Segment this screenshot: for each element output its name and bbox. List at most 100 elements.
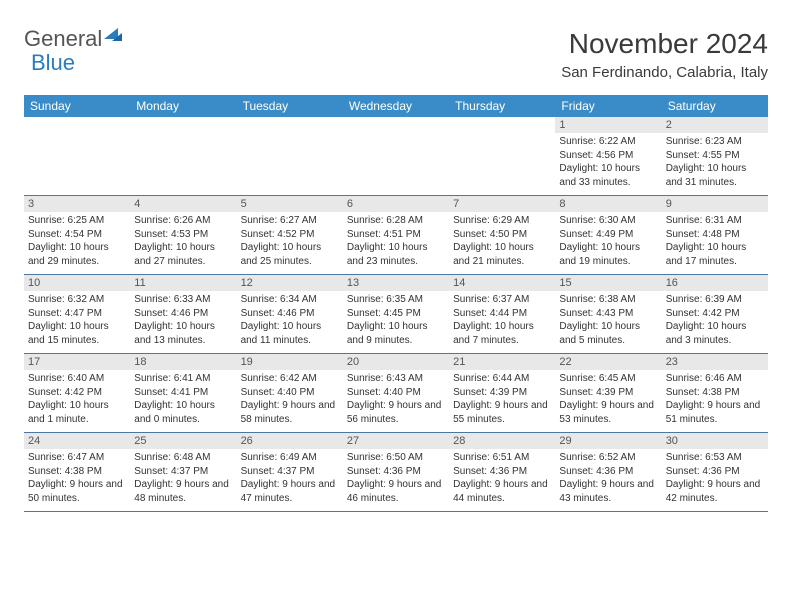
day-details: Sunrise: 6:32 AMSunset: 4:47 PMDaylight:… xyxy=(24,291,130,353)
day-cell: 10Sunrise: 6:32 AMSunset: 4:47 PMDayligh… xyxy=(24,275,130,354)
empty-cell xyxy=(449,117,555,196)
weekday-saturday: Saturday xyxy=(662,95,768,117)
day-cell: 8Sunrise: 6:30 AMSunset: 4:49 PMDaylight… xyxy=(555,196,661,275)
day-cell: 1Sunrise: 6:22 AMSunset: 4:56 PMDaylight… xyxy=(555,117,661,196)
day-details: Sunrise: 6:49 AMSunset: 4:37 PMDaylight:… xyxy=(237,449,343,511)
day-details: Sunrise: 6:40 AMSunset: 4:42 PMDaylight:… xyxy=(24,370,130,432)
logo-text-1: General xyxy=(24,28,102,50)
day-cell: 12Sunrise: 6:34 AMSunset: 4:46 PMDayligh… xyxy=(237,275,343,354)
day-number: 3 xyxy=(24,196,130,212)
location-text: San Ferdinando, Calabria, Italy xyxy=(561,64,768,81)
day-cell: 5Sunrise: 6:27 AMSunset: 4:52 PMDaylight… xyxy=(237,196,343,275)
day-details: Sunrise: 6:52 AMSunset: 4:36 PMDaylight:… xyxy=(555,449,661,511)
day-number: 17 xyxy=(24,354,130,370)
day-cell: 29Sunrise: 6:52 AMSunset: 4:36 PMDayligh… xyxy=(555,433,661,512)
empty-cell xyxy=(343,117,449,196)
weekday-thursday: Thursday xyxy=(449,95,555,117)
day-cell: 14Sunrise: 6:37 AMSunset: 4:44 PMDayligh… xyxy=(449,275,555,354)
day-cell: 17Sunrise: 6:40 AMSunset: 4:42 PMDayligh… xyxy=(24,354,130,433)
day-number: 14 xyxy=(449,275,555,291)
weekday-sunday: Sunday xyxy=(24,95,130,117)
day-cell: 18Sunrise: 6:41 AMSunset: 4:41 PMDayligh… xyxy=(130,354,236,433)
weekday-tuesday: Tuesday xyxy=(237,95,343,117)
day-details: Sunrise: 6:28 AMSunset: 4:51 PMDaylight:… xyxy=(343,212,449,274)
day-cell: 28Sunrise: 6:51 AMSunset: 4:36 PMDayligh… xyxy=(449,433,555,512)
day-cell: 7Sunrise: 6:29 AMSunset: 4:50 PMDaylight… xyxy=(449,196,555,275)
day-cell: 4Sunrise: 6:26 AMSunset: 4:53 PMDaylight… xyxy=(130,196,236,275)
day-details: Sunrise: 6:23 AMSunset: 4:55 PMDaylight:… xyxy=(662,133,768,195)
weekday-wednesday: Wednesday xyxy=(343,95,449,117)
day-details: Sunrise: 6:39 AMSunset: 4:42 PMDaylight:… xyxy=(662,291,768,353)
day-number: 26 xyxy=(237,433,343,449)
day-cell: 2Sunrise: 6:23 AMSunset: 4:55 PMDaylight… xyxy=(662,117,768,196)
day-details: Sunrise: 6:42 AMSunset: 4:40 PMDaylight:… xyxy=(237,370,343,432)
day-cell: 3Sunrise: 6:25 AMSunset: 4:54 PMDaylight… xyxy=(24,196,130,275)
day-number: 24 xyxy=(24,433,130,449)
day-cell: 30Sunrise: 6:53 AMSunset: 4:36 PMDayligh… xyxy=(662,433,768,512)
day-number: 7 xyxy=(449,196,555,212)
calendar-grid: 1Sunrise: 6:22 AMSunset: 4:56 PMDaylight… xyxy=(24,117,768,512)
weekday-header: SundayMondayTuesdayWednesdayThursdayFrid… xyxy=(24,95,768,117)
day-number: 28 xyxy=(449,433,555,449)
day-cell: 20Sunrise: 6:43 AMSunset: 4:40 PMDayligh… xyxy=(343,354,449,433)
day-details: Sunrise: 6:46 AMSunset: 4:38 PMDaylight:… xyxy=(662,370,768,432)
day-number: 8 xyxy=(555,196,661,212)
day-details: Sunrise: 6:25 AMSunset: 4:54 PMDaylight:… xyxy=(24,212,130,274)
day-details: Sunrise: 6:30 AMSunset: 4:49 PMDaylight:… xyxy=(555,212,661,274)
day-number: 13 xyxy=(343,275,449,291)
day-number: 21 xyxy=(449,354,555,370)
day-cell: 24Sunrise: 6:47 AMSunset: 4:38 PMDayligh… xyxy=(24,433,130,512)
day-cell: 22Sunrise: 6:45 AMSunset: 4:39 PMDayligh… xyxy=(555,354,661,433)
day-number: 9 xyxy=(662,196,768,212)
day-details: Sunrise: 6:37 AMSunset: 4:44 PMDaylight:… xyxy=(449,291,555,353)
calendar-row: 1Sunrise: 6:22 AMSunset: 4:56 PMDaylight… xyxy=(24,117,768,196)
day-number: 15 xyxy=(555,275,661,291)
day-details: Sunrise: 6:41 AMSunset: 4:41 PMDaylight:… xyxy=(130,370,236,432)
day-details: Sunrise: 6:45 AMSunset: 4:39 PMDaylight:… xyxy=(555,370,661,432)
day-number: 16 xyxy=(662,275,768,291)
day-details: Sunrise: 6:35 AMSunset: 4:45 PMDaylight:… xyxy=(343,291,449,353)
day-cell: 6Sunrise: 6:28 AMSunset: 4:51 PMDaylight… xyxy=(343,196,449,275)
day-number: 5 xyxy=(237,196,343,212)
day-cell: 27Sunrise: 6:50 AMSunset: 4:36 PMDayligh… xyxy=(343,433,449,512)
empty-cell xyxy=(237,117,343,196)
page-title: November 2024 xyxy=(561,28,768,60)
day-number: 25 xyxy=(130,433,236,449)
day-details: Sunrise: 6:47 AMSunset: 4:38 PMDaylight:… xyxy=(24,449,130,511)
day-details: Sunrise: 6:38 AMSunset: 4:43 PMDaylight:… xyxy=(555,291,661,353)
day-cell: 11Sunrise: 6:33 AMSunset: 4:46 PMDayligh… xyxy=(130,275,236,354)
day-cell: 21Sunrise: 6:44 AMSunset: 4:39 PMDayligh… xyxy=(449,354,555,433)
logo: General xyxy=(24,28,122,50)
day-details: Sunrise: 6:27 AMSunset: 4:52 PMDaylight:… xyxy=(237,212,343,274)
day-cell: 16Sunrise: 6:39 AMSunset: 4:42 PMDayligh… xyxy=(662,275,768,354)
day-cell: 26Sunrise: 6:49 AMSunset: 4:37 PMDayligh… xyxy=(237,433,343,512)
empty-cell xyxy=(130,117,236,196)
day-details: Sunrise: 6:29 AMSunset: 4:50 PMDaylight:… xyxy=(449,212,555,274)
day-number: 11 xyxy=(130,275,236,291)
day-details: Sunrise: 6:22 AMSunset: 4:56 PMDaylight:… xyxy=(555,133,661,195)
day-details: Sunrise: 6:48 AMSunset: 4:37 PMDaylight:… xyxy=(130,449,236,511)
calendar-row: 10Sunrise: 6:32 AMSunset: 4:47 PMDayligh… xyxy=(24,275,768,354)
day-cell: 13Sunrise: 6:35 AMSunset: 4:45 PMDayligh… xyxy=(343,275,449,354)
day-details: Sunrise: 6:34 AMSunset: 4:46 PMDaylight:… xyxy=(237,291,343,353)
day-details: Sunrise: 6:51 AMSunset: 4:36 PMDaylight:… xyxy=(449,449,555,511)
header: General November 2024 San Ferdinando, Ca… xyxy=(24,28,768,81)
day-number: 27 xyxy=(343,433,449,449)
title-block: November 2024 San Ferdinando, Calabria, … xyxy=(561,28,768,81)
calendar-row: 24Sunrise: 6:47 AMSunset: 4:38 PMDayligh… xyxy=(24,433,768,512)
day-number: 18 xyxy=(130,354,236,370)
day-cell: 19Sunrise: 6:42 AMSunset: 4:40 PMDayligh… xyxy=(237,354,343,433)
day-cell: 25Sunrise: 6:48 AMSunset: 4:37 PMDayligh… xyxy=(130,433,236,512)
day-number: 19 xyxy=(237,354,343,370)
day-number: 22 xyxy=(555,354,661,370)
day-cell: 15Sunrise: 6:38 AMSunset: 4:43 PMDayligh… xyxy=(555,275,661,354)
day-details: Sunrise: 6:50 AMSunset: 4:36 PMDaylight:… xyxy=(343,449,449,511)
day-number: 29 xyxy=(555,433,661,449)
weekday-monday: Monday xyxy=(130,95,236,117)
calendar-page: General November 2024 San Ferdinando, Ca… xyxy=(0,0,792,530)
empty-cell xyxy=(24,117,130,196)
day-details: Sunrise: 6:33 AMSunset: 4:46 PMDaylight:… xyxy=(130,291,236,353)
day-details: Sunrise: 6:31 AMSunset: 4:48 PMDaylight:… xyxy=(662,212,768,274)
day-number: 2 xyxy=(662,117,768,133)
day-number: 23 xyxy=(662,354,768,370)
